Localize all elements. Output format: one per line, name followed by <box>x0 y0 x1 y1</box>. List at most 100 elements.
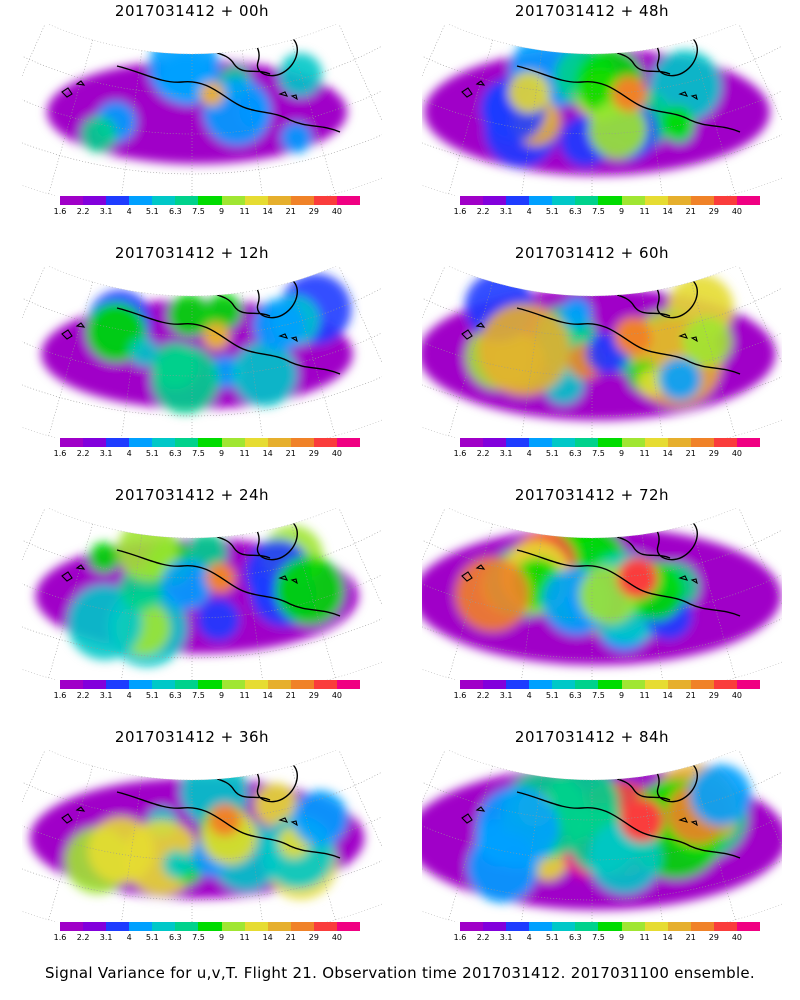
colorbar-label: 14 <box>262 933 273 942</box>
colorbar-label: 14 <box>262 207 273 216</box>
colorbar-swatch <box>667 922 691 931</box>
colorbar-swatch <box>575 438 599 447</box>
colorbar-label: 11 <box>239 933 250 942</box>
colorbar: 1.6 2.2 3.1 4 5.1 6.3 7.5 9 11 14 21 29 40 <box>54 680 361 704</box>
colorbar-swatch <box>621 922 645 931</box>
colorbar-label: 29 <box>308 933 319 942</box>
colorbar-swatch <box>644 922 668 931</box>
domain-border <box>422 750 782 922</box>
colorbar-label: 2.2 <box>476 691 490 700</box>
colorbar-label: 5.1 <box>145 933 159 942</box>
colorbar-label: 7.5 <box>592 691 605 700</box>
colorbar-label: 21 <box>285 207 296 216</box>
field-blob <box>649 50 722 122</box>
colorbar-swatch <box>736 196 761 205</box>
colorbar-swatch <box>106 680 130 689</box>
colorbar-label: 3.1 <box>99 933 113 942</box>
colorbar-swatch <box>506 922 530 931</box>
panel-title: 2017031412 + 48h <box>514 2 670 20</box>
panel-title: 2017031412 + 84h <box>514 728 670 746</box>
colorbar-swatch <box>598 438 622 447</box>
field-core <box>202 322 230 350</box>
colorbar-swatches <box>60 922 361 931</box>
domain-border <box>22 24 382 196</box>
colorbar-label: 7.5 <box>592 933 605 942</box>
colorbar-label: 6.3 <box>569 449 582 458</box>
colorbar-swatch <box>313 438 337 447</box>
colorbar-label: 40 <box>731 691 743 700</box>
colorbar-swatch <box>483 922 507 931</box>
colorbar-label: 11 <box>639 449 650 458</box>
colorbar-label: 21 <box>285 449 296 458</box>
colorbar-swatch <box>598 680 622 689</box>
variance-field <box>35 520 359 667</box>
colorbar-swatch <box>60 922 84 931</box>
colorbar-swatch <box>290 438 314 447</box>
figure-footer: Signal Variance for u,v,T. Flight 21. Ob… <box>44 964 756 982</box>
field-core <box>614 316 653 356</box>
colorbar-swatch <box>506 196 530 205</box>
colorbar-swatch <box>83 196 107 205</box>
panel-title: 2017031412 + 60h <box>514 244 670 262</box>
colorbar-swatch <box>529 438 553 447</box>
colorbar-swatch <box>621 438 645 447</box>
colorbar-label: 3.1 <box>499 933 513 942</box>
field-blob <box>254 783 298 827</box>
coastline-islands <box>461 322 698 343</box>
graticule-parallel <box>422 32 782 95</box>
colorbar-label: 9 <box>618 691 625 700</box>
colorbar-swatch <box>644 438 668 447</box>
colorbar-swatch <box>621 196 645 205</box>
colorbar-label: 3.1 <box>499 449 513 458</box>
map-panel: 2017031412 + 36h 1.6 2.2 3.1 4 5.1 6.3 7.5 9 11 14… <box>22 726 402 966</box>
colorbar-label: 29 <box>308 449 319 458</box>
panel-title: 2017031412 + 72h <box>514 486 670 504</box>
colorbar-label: 9 <box>218 207 225 216</box>
graticule-parallel <box>22 274 382 337</box>
field-blob <box>162 850 191 879</box>
field-blob <box>151 345 220 414</box>
graticule-parallel <box>22 758 382 821</box>
field-core <box>611 76 647 112</box>
colorbar-swatch <box>460 438 484 447</box>
colorbar-label: 2.2 <box>476 207 490 216</box>
field-blob <box>232 341 298 407</box>
colorbar-label: 5.1 <box>145 691 159 700</box>
colorbar-label: 11 <box>239 691 250 700</box>
colorbar-label: 40 <box>331 691 343 700</box>
domain-border <box>22 750 382 922</box>
map-panel: 2017031412 + 00h 1.6 2.2 3.1 4 5.1 6.3 7.5 9 11 14… <box>22 0 402 240</box>
colorbar-label: 11 <box>639 691 650 700</box>
colorbar-label: 40 <box>331 933 343 942</box>
field-blob <box>637 368 666 397</box>
colorbar: 1.6 2.2 3.1 4 5.1 6.3 7.5 9 11 14 21 29 40 <box>54 922 361 946</box>
colorbar-swatch <box>129 680 153 689</box>
colorbar-label: 40 <box>331 449 343 458</box>
colorbar-swatch <box>690 922 714 931</box>
colorbar-swatch <box>129 438 153 447</box>
colorbar-label: 6.3 <box>569 207 582 216</box>
colorbar-label: 7.5 <box>192 933 205 942</box>
field-blob <box>129 337 159 367</box>
colorbar-swatch <box>552 680 576 689</box>
colorbar-swatch <box>290 196 314 205</box>
colorbar-swatch <box>713 438 737 447</box>
variance-map <box>422 24 782 196</box>
colorbar-swatch <box>529 680 553 689</box>
colorbar-swatch <box>313 196 337 205</box>
colorbar-swatches <box>60 680 361 689</box>
colorbar-swatch <box>175 438 199 447</box>
colorbar-swatch <box>198 196 222 205</box>
colorbar-label: 1.6 <box>53 933 67 942</box>
colorbar-label: 29 <box>708 449 719 458</box>
variance-map <box>22 750 382 922</box>
colorbar-swatch <box>713 922 737 931</box>
colorbar-swatches <box>460 438 761 447</box>
colorbar-label: 3.1 <box>99 449 113 458</box>
colorbar-labels: 1.6 2.2 3.1 4 5.1 6.3 7.5 9 11 14 21 29 40 <box>454 447 760 459</box>
field-blob <box>660 106 695 140</box>
colorbar-labels: 1.6 2.2 3.1 4 5.1 6.3 7.5 9 11 14 21 29 40 <box>454 205 760 217</box>
colorbar-label: 21 <box>685 449 696 458</box>
colorbar-label: 2.2 <box>476 933 490 942</box>
colorbar-swatch <box>267 438 291 447</box>
